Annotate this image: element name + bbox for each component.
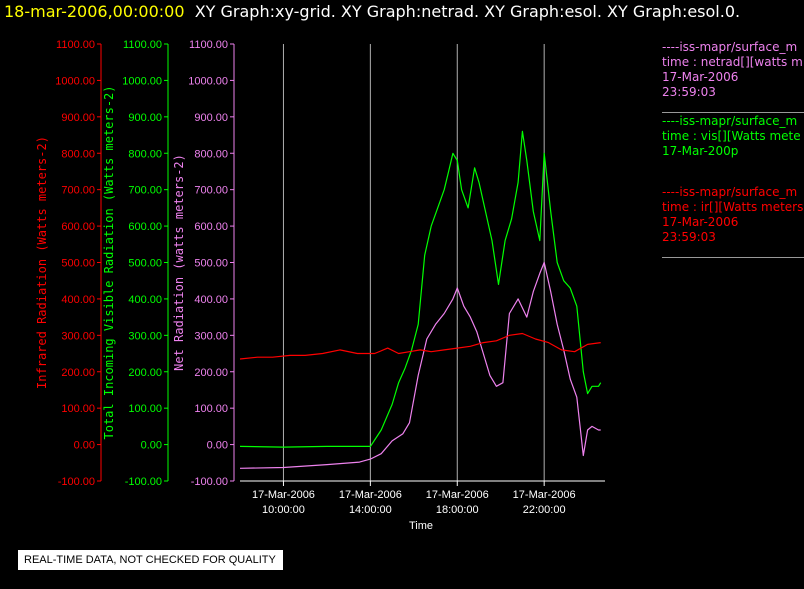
legend-text-line2: time : vis[][Watts mete [662, 129, 801, 143]
net-axis-tick-label: 800.00 [194, 148, 228, 160]
legend-divider [662, 257, 804, 258]
infrared-axis-tick-label: 1000.00 [55, 75, 95, 87]
legend-text-line1: ----iss-mapr/surface_m [662, 185, 798, 199]
visible-axis-tick-label: 100.00 [128, 403, 162, 415]
x-tick-time-0: 10:00:00 [262, 504, 305, 516]
x-tick-date-3: 17-Mar-2006 [513, 489, 576, 501]
visible-axis-tick-label: 400.00 [128, 294, 162, 306]
visible-axis-tick-label: 300.00 [128, 330, 162, 342]
legend-text-line4 [662, 159, 804, 174]
visible-axis-tick-label: 200.00 [128, 367, 162, 379]
legend-entry: ----iss-mapr/surface_m time : vis[][Watts… [662, 114, 804, 174]
visible-axis-label: Total Incoming Visible Radiation (Watts … [102, 85, 116, 439]
net-radiation-line [239, 261, 601, 469]
x-tick-time-2: 18:00:00 [436, 504, 479, 516]
legend-text-line1: ----iss-mapr/surface_m [662, 114, 798, 128]
legend-text-line3: 17-Mar-2006 [662, 70, 739, 84]
infrared-axis-tick-label: 900.00 [61, 112, 95, 124]
infrared-axis-tick-label: 500.00 [61, 258, 95, 270]
header-timestamp: 18-mar-2006,00:00:00 [4, 2, 185, 21]
legend-text-line3: 17-Mar-200p [662, 144, 739, 158]
visible-axis-tick-label: 800.00 [128, 148, 162, 160]
legend-text-line4: 23:59:03 [662, 85, 716, 99]
infrared-axis-tick-label: 700.00 [61, 185, 95, 197]
x-axis-label: Time [409, 520, 433, 532]
net-axis-tick-label: 1100.00 [189, 39, 228, 51]
legend-text-line3: 17-Mar-2006 [662, 215, 739, 229]
visible-axis-tick-label: 1000.00 [122, 75, 162, 87]
net-axis-tick-label: 900.00 [194, 112, 228, 124]
net-axis-tick-label: 200.00 [194, 367, 228, 379]
net-axis-label: Net Radiation (watts meters-2) [172, 154, 186, 371]
x-tick-date-1: 17-Mar-2006 [339, 489, 402, 501]
legend-entry: ----iss-mapr/surface_m time : netrad[][wa… [662, 40, 804, 100]
legend-text-line2: time : ir[][Watts meters [662, 200, 804, 214]
x-tick-date-2: 17-Mar-2006 [426, 489, 489, 501]
net-axis-tick-label: 300.00 [194, 330, 228, 342]
visible-axis-tick-label: -100.00 [125, 476, 162, 488]
quality-notice: REAL-TIME DATA, NOT CHECKED FOR QUALITY [18, 550, 283, 570]
legend-entry: ----iss-mapr/surface_m time : ir[][Watts … [662, 185, 804, 245]
net-axis-tick-label: 100.00 [194, 403, 228, 415]
net-axis-tick-label: 500.00 [194, 258, 228, 270]
legend-text-line1: ----iss-mapr/surface_m [662, 40, 798, 54]
net-axis-tick-label: 0.00 [207, 440, 228, 452]
x-tick-date-0: 17-Mar-2006 [252, 489, 315, 501]
x-tick-time-1: 14:00:00 [349, 504, 392, 516]
infrared-axis-tick-label: 800.00 [61, 148, 95, 160]
legend-text-line4: 23:59:03 [662, 230, 716, 244]
net-axis-tick-label: 1000.00 [188, 75, 228, 87]
visible-radiation-line [239, 130, 602, 448]
infrared-radiation-line [239, 332, 601, 360]
header-bar: 18-mar-2006,00:00:00 XY Graph:xy-grid. X… [4, 2, 740, 21]
infrared-axis-tick-label: 600.00 [61, 221, 95, 233]
net-axis-tick-label: 700.00 [194, 185, 228, 197]
visible-axis-tick-label: 700.00 [128, 185, 162, 197]
legend-text-line2: time : netrad[][watts m [662, 55, 803, 69]
infrared-axis-tick-label: 200.00 [61, 367, 95, 379]
net-axis-tick-label: 600.00 [194, 221, 228, 233]
infrared-axis-tick-label: 400.00 [61, 294, 95, 306]
visible-axis-tick-label: 900.00 [128, 112, 162, 124]
net-axis-tick-label: -100.00 [191, 476, 228, 488]
infrared-axis-label: Infrared Radiation (Watts meters-2) [35, 136, 49, 389]
infrared-axis-tick-label: 100.00 [61, 403, 95, 415]
infrared-axis-tick-label: -100.00 [58, 476, 95, 488]
visible-axis-tick-label: 0.00 [141, 440, 162, 452]
header-graph-list: XY Graph:xy-grid. XY Graph:netrad. XY Gr… [194, 2, 741, 21]
infrared-axis-tick-label: 1100.00 [56, 39, 95, 51]
net-axis-tick-label: 400.00 [194, 294, 228, 306]
visible-axis-tick-label: 500.00 [128, 258, 162, 270]
visible-axis-tick-label: 1100.00 [123, 39, 162, 51]
visible-axis-tick-label: 600.00 [128, 221, 162, 233]
infrared-axis-tick-label: 0.00 [74, 440, 95, 452]
legend-divider [662, 112, 804, 113]
infrared-axis-tick-label: 300.00 [61, 330, 95, 342]
x-tick-time-3: 22:00:00 [523, 504, 566, 516]
